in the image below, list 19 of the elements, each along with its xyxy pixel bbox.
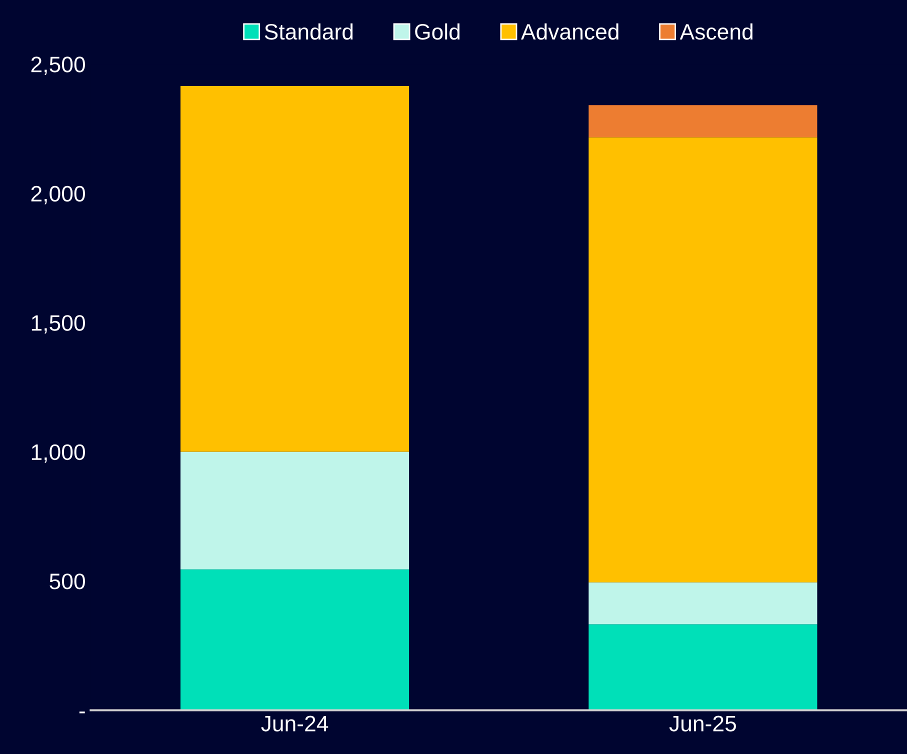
bar [180,569,410,710]
legend-label: Ascend [680,23,752,40]
legend-label: Advanced [520,23,618,40]
bar [180,86,410,452]
bar [588,624,818,710]
bar [588,105,818,138]
legend-label: Standard [264,23,353,40]
x-tick-label: Jun-25 [669,716,736,732]
legend-label: Gold [415,23,460,40]
bar [588,137,818,582]
bar [180,452,410,570]
y-tick-label: 2,500 [31,56,85,75]
bar [588,582,818,624]
y-tick-label: 1,500 [32,315,85,334]
y-tick-label: 500 [50,574,85,590]
y-tick-label: - [79,712,85,714]
x-tick-label: Jun-24 [261,716,328,732]
y-tick-label: 1,000 [32,444,85,463]
y-tick-label: 2,000 [31,186,85,204]
